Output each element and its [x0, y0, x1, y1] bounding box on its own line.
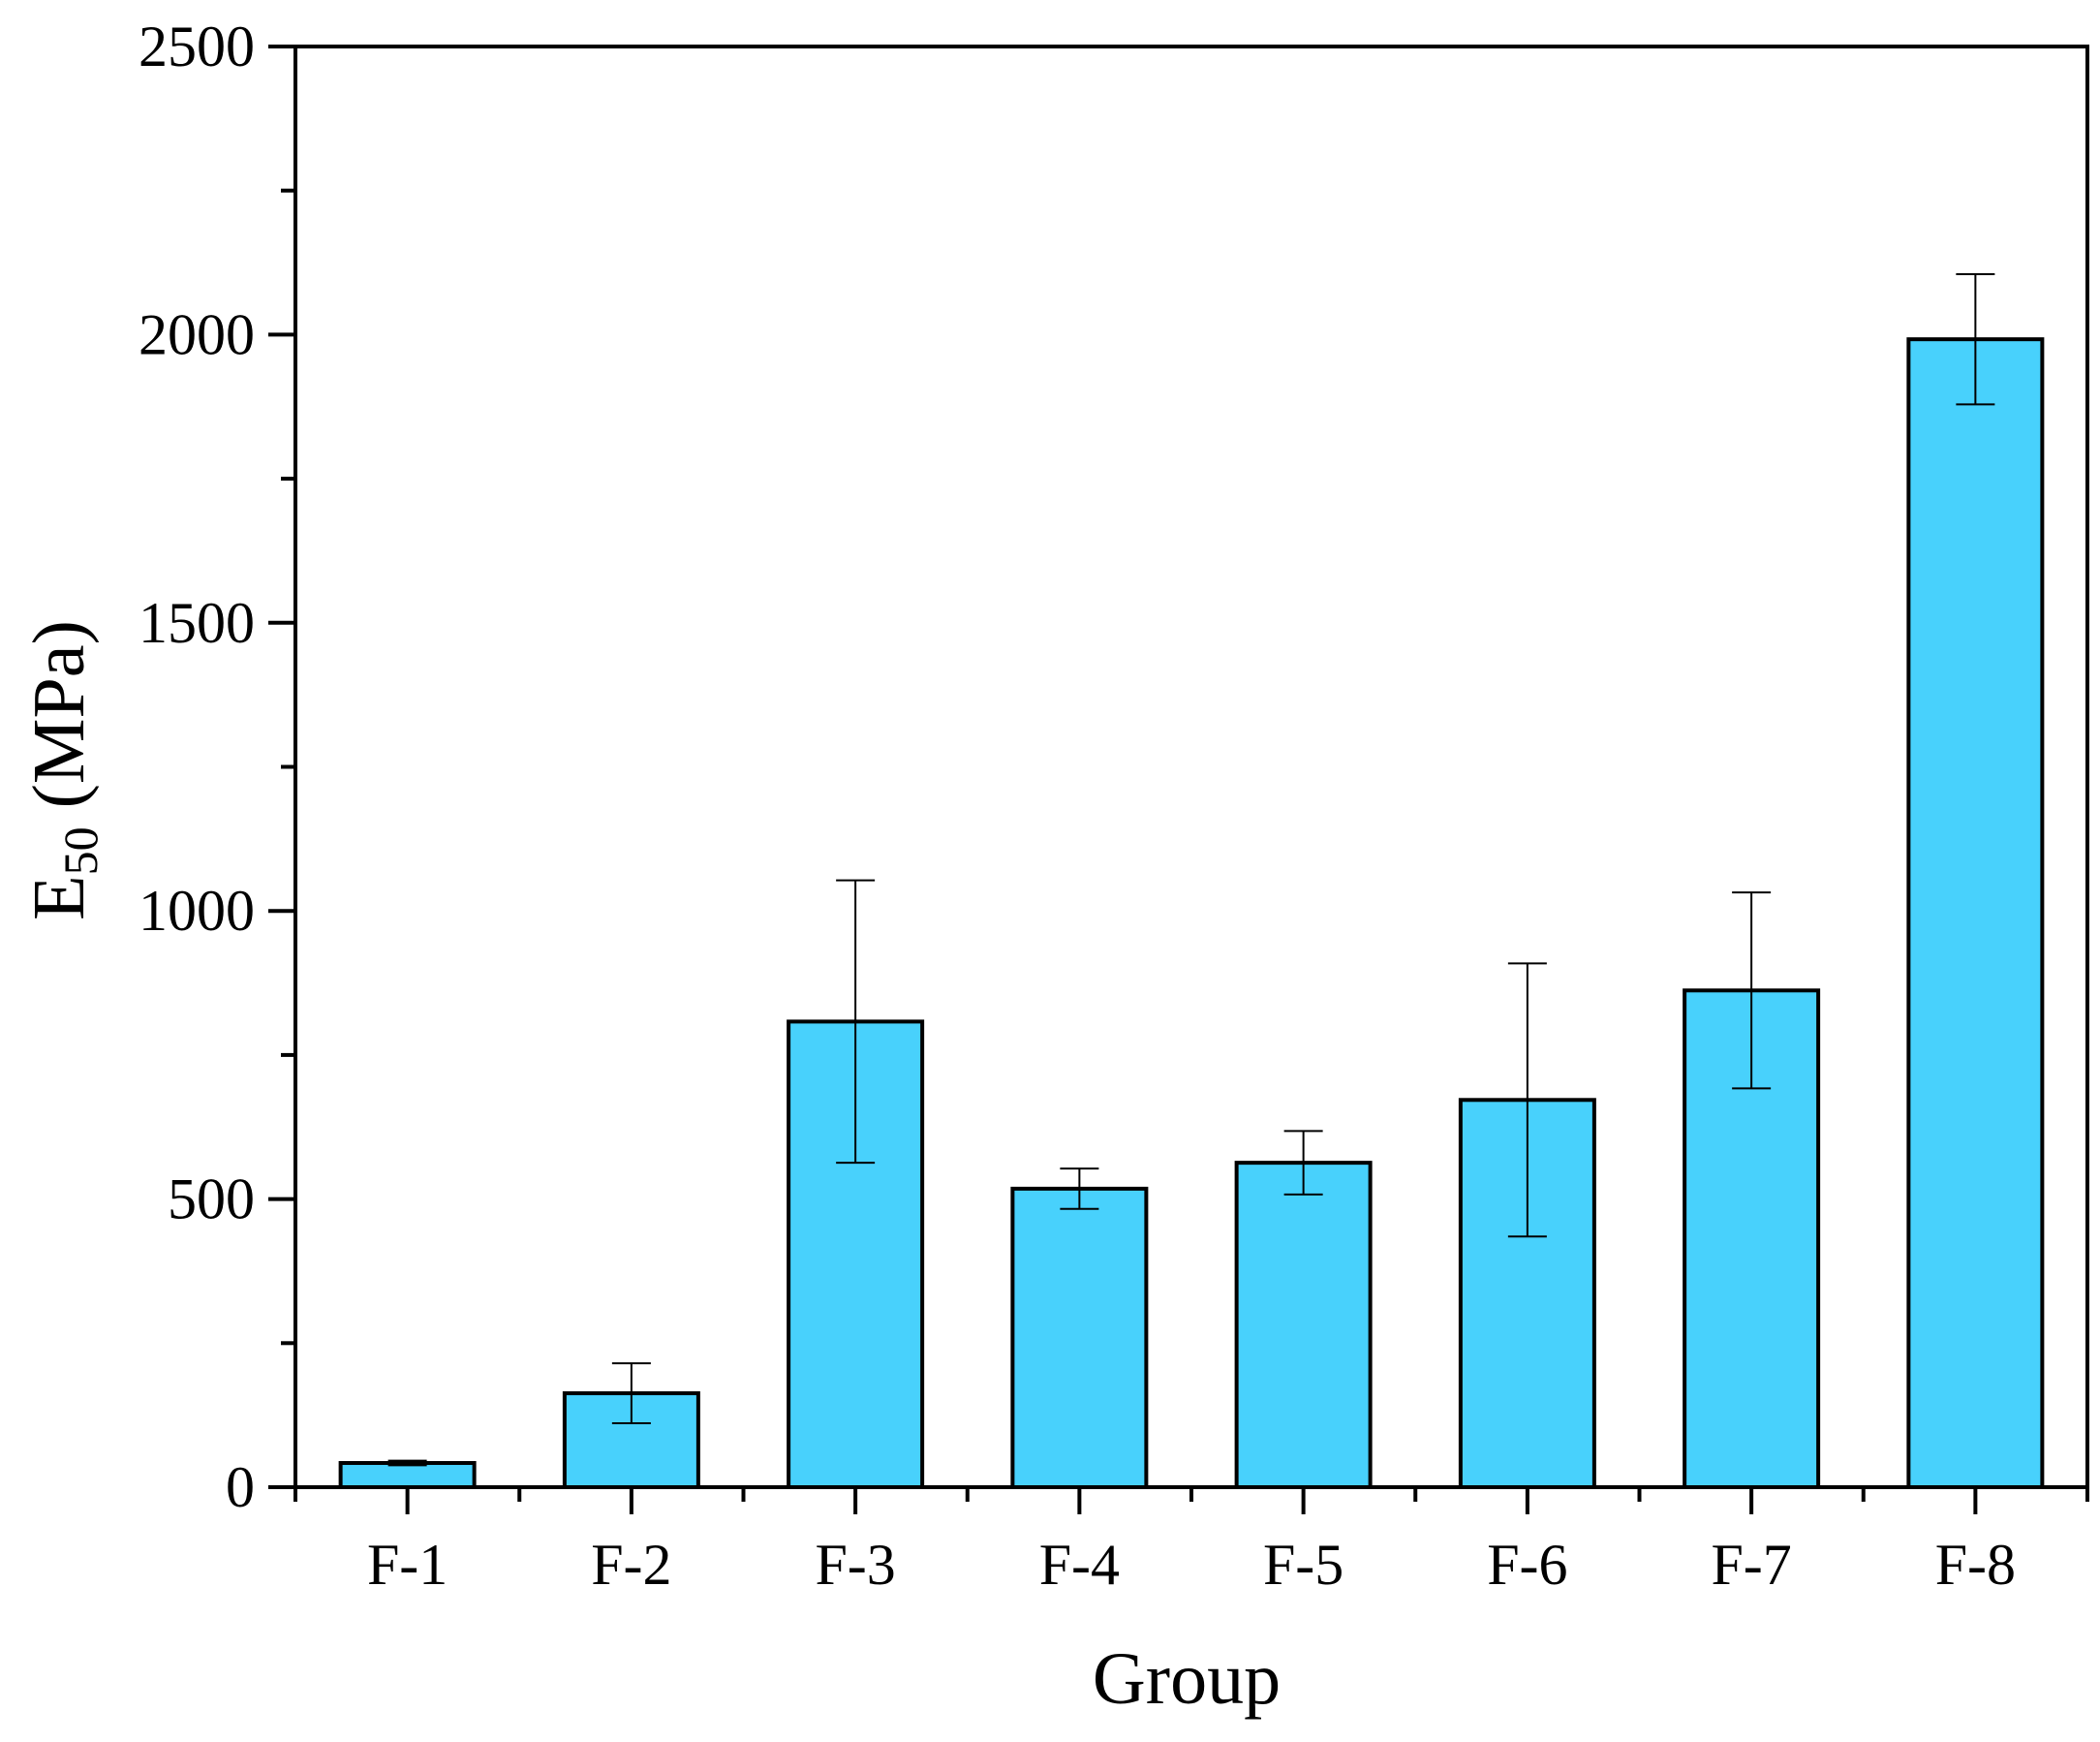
bar-f-1 — [338, 1461, 477, 1490]
x-tick-label: F-1 — [367, 1533, 448, 1597]
y-tick-label: 1000 — [139, 879, 255, 943]
y-tick-label: 1500 — [139, 591, 255, 655]
y-tick-label: 500 — [168, 1167, 255, 1231]
x-tick-label: F-7 — [1711, 1533, 1791, 1597]
y-axis-title-main: E — [18, 875, 100, 919]
y-tick-label: 2500 — [139, 15, 255, 78]
bar-f-8 — [1906, 337, 2045, 1489]
x-tick-label: F-8 — [1935, 1533, 2016, 1597]
x-tick-label: F-5 — [1263, 1533, 1343, 1597]
y-axis-title: E50 (MPa) — [18, 620, 108, 920]
x-tick-label: F-4 — [1039, 1533, 1120, 1597]
y-axis: 0 500 1000 1500 2000 2500 — [139, 15, 295, 1519]
x-tick-label: F-3 — [815, 1533, 895, 1597]
x-tick-label: F-2 — [591, 1533, 671, 1597]
bar-f-4 — [1010, 1186, 1149, 1489]
y-tick-label: 0 — [226, 1455, 255, 1519]
bar-f-5 — [1234, 1161, 1373, 1489]
x-axis: F-1 F-2 F-3 F-4 F-5 F-6 F-7 F-8 — [293, 1487, 2089, 1597]
error-bars-group — [387, 272, 1995, 1467]
y-axis-title-unit: (MPa) — [18, 620, 100, 826]
y-tick-label: 2000 — [139, 302, 255, 366]
bars-group — [338, 337, 2045, 1490]
x-tick-label: F-6 — [1487, 1533, 1567, 1597]
y-axis-title-subscript: 50 — [53, 826, 108, 875]
x-axis-title: Group — [1093, 1638, 1281, 1720]
